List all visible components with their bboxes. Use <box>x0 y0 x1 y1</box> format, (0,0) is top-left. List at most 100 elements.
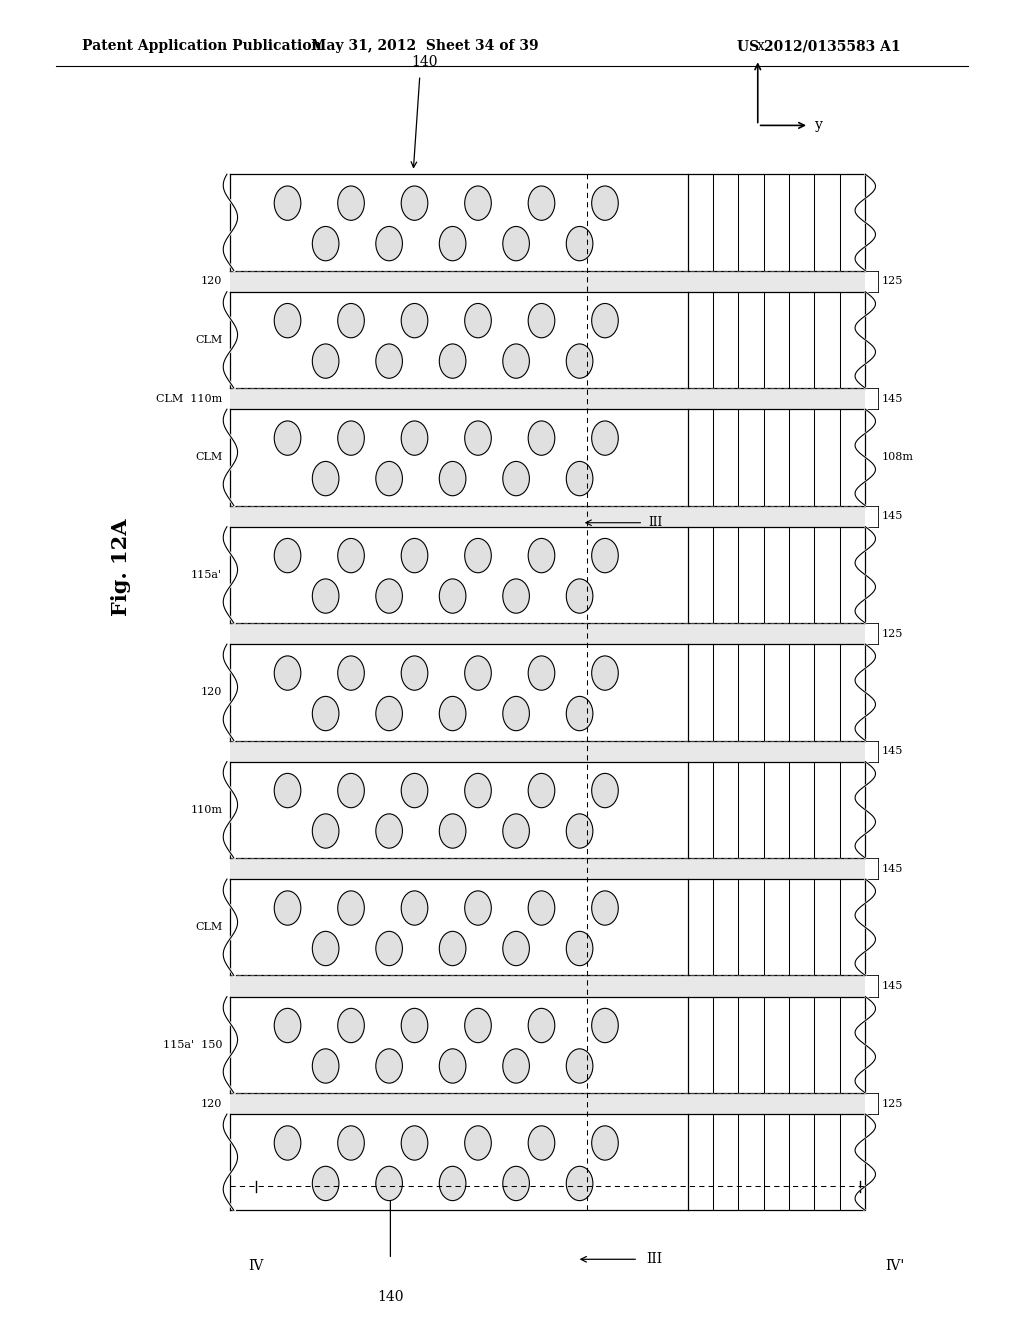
Ellipse shape <box>439 1167 466 1201</box>
Ellipse shape <box>274 304 301 338</box>
Ellipse shape <box>376 932 402 966</box>
Bar <box>230 997 865 1093</box>
Ellipse shape <box>312 932 339 966</box>
Bar <box>230 623 865 644</box>
Ellipse shape <box>503 579 529 614</box>
Bar <box>230 409 865 506</box>
Ellipse shape <box>465 1126 492 1160</box>
Ellipse shape <box>439 697 466 731</box>
Text: IV: IV <box>248 1259 264 1272</box>
Ellipse shape <box>528 186 555 220</box>
Ellipse shape <box>338 539 365 573</box>
Ellipse shape <box>312 345 339 379</box>
Ellipse shape <box>338 774 365 808</box>
Ellipse shape <box>528 1008 555 1043</box>
Text: CLM  110m: CLM 110m <box>156 393 222 404</box>
Text: 145: 145 <box>882 511 903 521</box>
Ellipse shape <box>503 814 529 849</box>
Ellipse shape <box>439 345 466 379</box>
Text: 140: 140 <box>412 54 438 69</box>
Text: 120: 120 <box>201 276 222 286</box>
Text: US 2012/0135583 A1: US 2012/0135583 A1 <box>737 40 901 53</box>
Ellipse shape <box>401 656 428 690</box>
Text: 145: 145 <box>882 393 903 404</box>
Ellipse shape <box>376 579 402 614</box>
Ellipse shape <box>465 186 492 220</box>
Ellipse shape <box>401 774 428 808</box>
Ellipse shape <box>439 227 466 261</box>
Text: III: III <box>648 516 663 529</box>
Ellipse shape <box>528 421 555 455</box>
Ellipse shape <box>592 421 618 455</box>
Ellipse shape <box>439 814 466 849</box>
Ellipse shape <box>338 1126 365 1160</box>
Bar <box>230 506 865 527</box>
Ellipse shape <box>465 1008 492 1043</box>
Ellipse shape <box>465 304 492 338</box>
Ellipse shape <box>566 697 593 731</box>
Text: y: y <box>815 119 823 132</box>
Ellipse shape <box>528 891 555 925</box>
Text: IV': IV' <box>886 1259 905 1272</box>
Ellipse shape <box>528 656 555 690</box>
Text: 145: 145 <box>882 981 903 991</box>
Bar <box>230 644 865 741</box>
Bar <box>230 271 865 292</box>
Ellipse shape <box>592 539 618 573</box>
Ellipse shape <box>338 421 365 455</box>
Bar <box>230 879 865 975</box>
Ellipse shape <box>401 186 428 220</box>
Ellipse shape <box>312 814 339 849</box>
Ellipse shape <box>503 1167 529 1201</box>
Text: CLM: CLM <box>195 453 222 462</box>
Text: III: III <box>646 1253 663 1266</box>
Bar <box>230 975 865 997</box>
Ellipse shape <box>465 774 492 808</box>
Bar <box>230 858 865 879</box>
Ellipse shape <box>376 1167 402 1201</box>
Ellipse shape <box>401 539 428 573</box>
Ellipse shape <box>592 1126 618 1160</box>
Bar <box>230 1114 865 1210</box>
Ellipse shape <box>274 1126 301 1160</box>
Ellipse shape <box>566 579 593 614</box>
Ellipse shape <box>528 774 555 808</box>
Ellipse shape <box>592 891 618 925</box>
Text: x: x <box>757 40 765 53</box>
Ellipse shape <box>376 345 402 379</box>
Ellipse shape <box>401 891 428 925</box>
Ellipse shape <box>528 1126 555 1160</box>
Ellipse shape <box>465 891 492 925</box>
Ellipse shape <box>566 227 593 261</box>
Text: 145: 145 <box>882 863 903 874</box>
Ellipse shape <box>338 304 365 338</box>
Text: 120: 120 <box>201 1098 222 1109</box>
Ellipse shape <box>592 304 618 338</box>
Ellipse shape <box>503 345 529 379</box>
Ellipse shape <box>465 656 492 690</box>
Ellipse shape <box>376 697 402 731</box>
Ellipse shape <box>338 656 365 690</box>
Ellipse shape <box>566 345 593 379</box>
Ellipse shape <box>528 304 555 338</box>
Ellipse shape <box>503 1049 529 1084</box>
Ellipse shape <box>439 579 466 614</box>
Ellipse shape <box>274 656 301 690</box>
Ellipse shape <box>401 1126 428 1160</box>
Ellipse shape <box>566 1049 593 1084</box>
Ellipse shape <box>401 304 428 338</box>
Text: 125: 125 <box>882 276 903 286</box>
Ellipse shape <box>465 539 492 573</box>
Text: 140: 140 <box>377 1290 403 1304</box>
Ellipse shape <box>528 539 555 573</box>
Text: 110m: 110m <box>190 805 222 814</box>
Ellipse shape <box>274 539 301 573</box>
Ellipse shape <box>376 1049 402 1084</box>
Ellipse shape <box>439 1049 466 1084</box>
Bar <box>230 741 865 762</box>
Ellipse shape <box>439 462 466 496</box>
Ellipse shape <box>503 462 529 496</box>
Ellipse shape <box>566 932 593 966</box>
Bar <box>230 388 865 409</box>
Text: 115a': 115a' <box>191 570 222 579</box>
